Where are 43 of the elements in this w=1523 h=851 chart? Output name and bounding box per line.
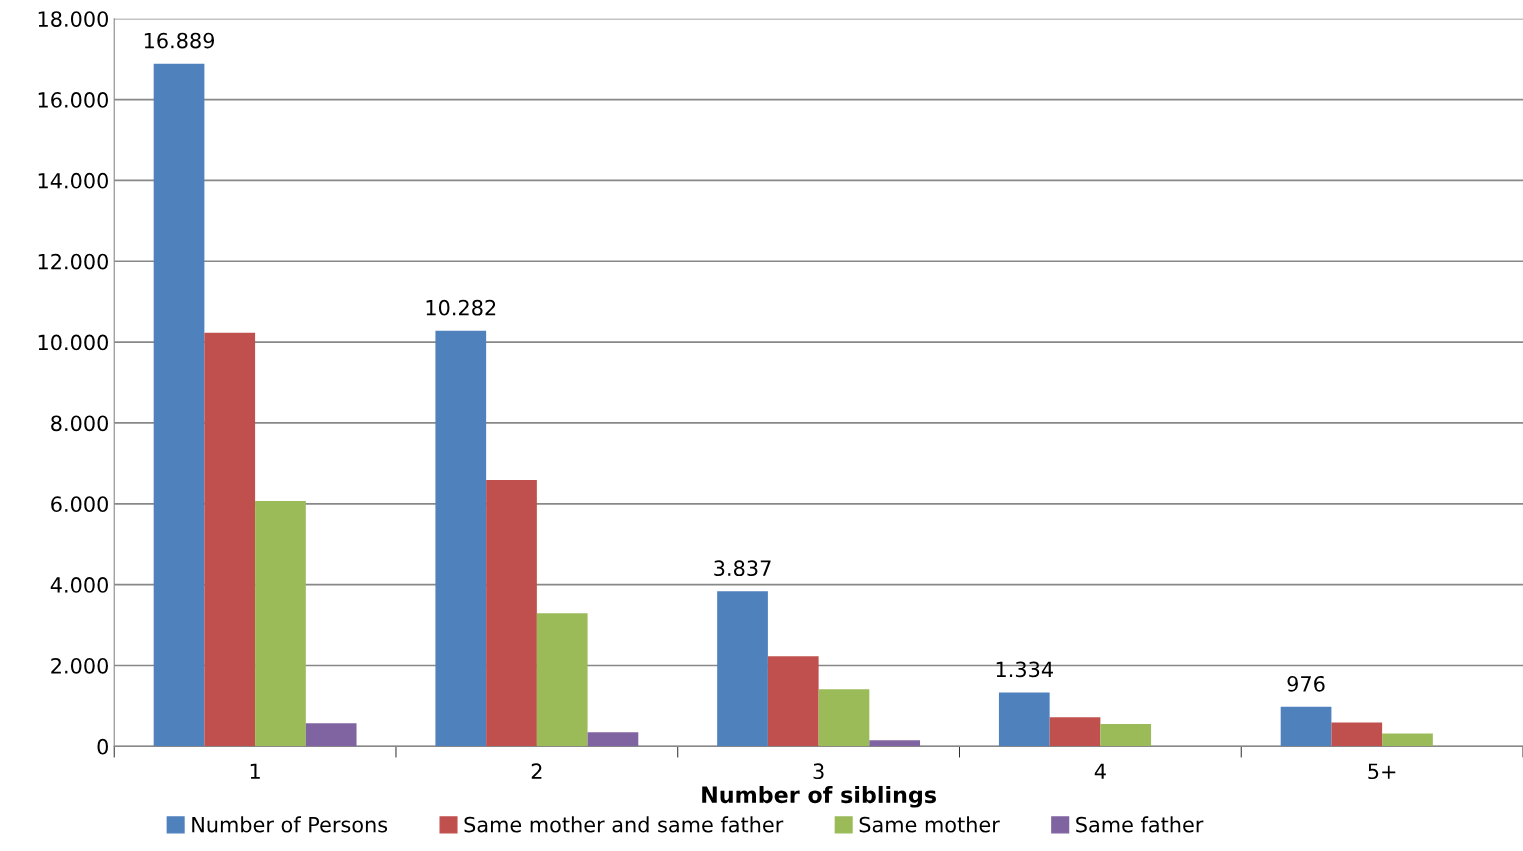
legend-label: Same mother and same father [464, 816, 784, 833]
y-tick-label: 0 [97, 738, 108, 755]
x-tick-label: 5+ [1368, 763, 1396, 780]
bar [1331, 722, 1383, 747]
x-tick-label: 2 [531, 763, 542, 779]
y-tick-label: 10.000 [38, 334, 108, 351]
y-tick-label: 16.000 [38, 92, 108, 108]
bar [1100, 724, 1152, 747]
bar [869, 740, 921, 747]
y-tick-label: 14.000 [38, 172, 108, 189]
bar [536, 613, 588, 747]
bar [998, 692, 1050, 747]
legend-label: Same father [1076, 816, 1204, 833]
x-tick-label: 3 [813, 763, 824, 780]
bar [1382, 733, 1433, 747]
x-tick-label: 1 [250, 763, 260, 779]
bar [767, 656, 819, 747]
bar [153, 63, 205, 747]
y-tick-label: 8.000 [51, 415, 108, 432]
data-label: 10.282 [426, 299, 496, 316]
x-tick-label: 4 [1094, 763, 1106, 779]
y-tick-label: 2.000 [51, 657, 108, 674]
data-label: 3.837 [714, 560, 771, 577]
bar [818, 689, 870, 747]
data-label: 976 [1287, 675, 1325, 692]
x-axis-title: Number of siblings [702, 785, 936, 808]
bar [255, 500, 306, 747]
y-tick-label: 4.000 [50, 577, 108, 593]
y-tick-label: 6.000 [51, 496, 108, 512]
bar [1049, 717, 1101, 747]
y-tick-label: 12.000 [38, 253, 108, 270]
legend-label: Same mother [859, 816, 1000, 833]
y-tick-label: 18.000 [38, 11, 108, 27]
bar [717, 591, 768, 747]
bar [435, 330, 487, 747]
bar [1280, 706, 1332, 747]
legend-label: Number of Persons [192, 816, 388, 833]
bar [486, 479, 537, 747]
bar [587, 732, 639, 747]
data-label: 16.889 [144, 32, 215, 49]
bar [204, 332, 256, 747]
bar [305, 723, 357, 747]
data-label: 1.334 [996, 661, 1053, 678]
